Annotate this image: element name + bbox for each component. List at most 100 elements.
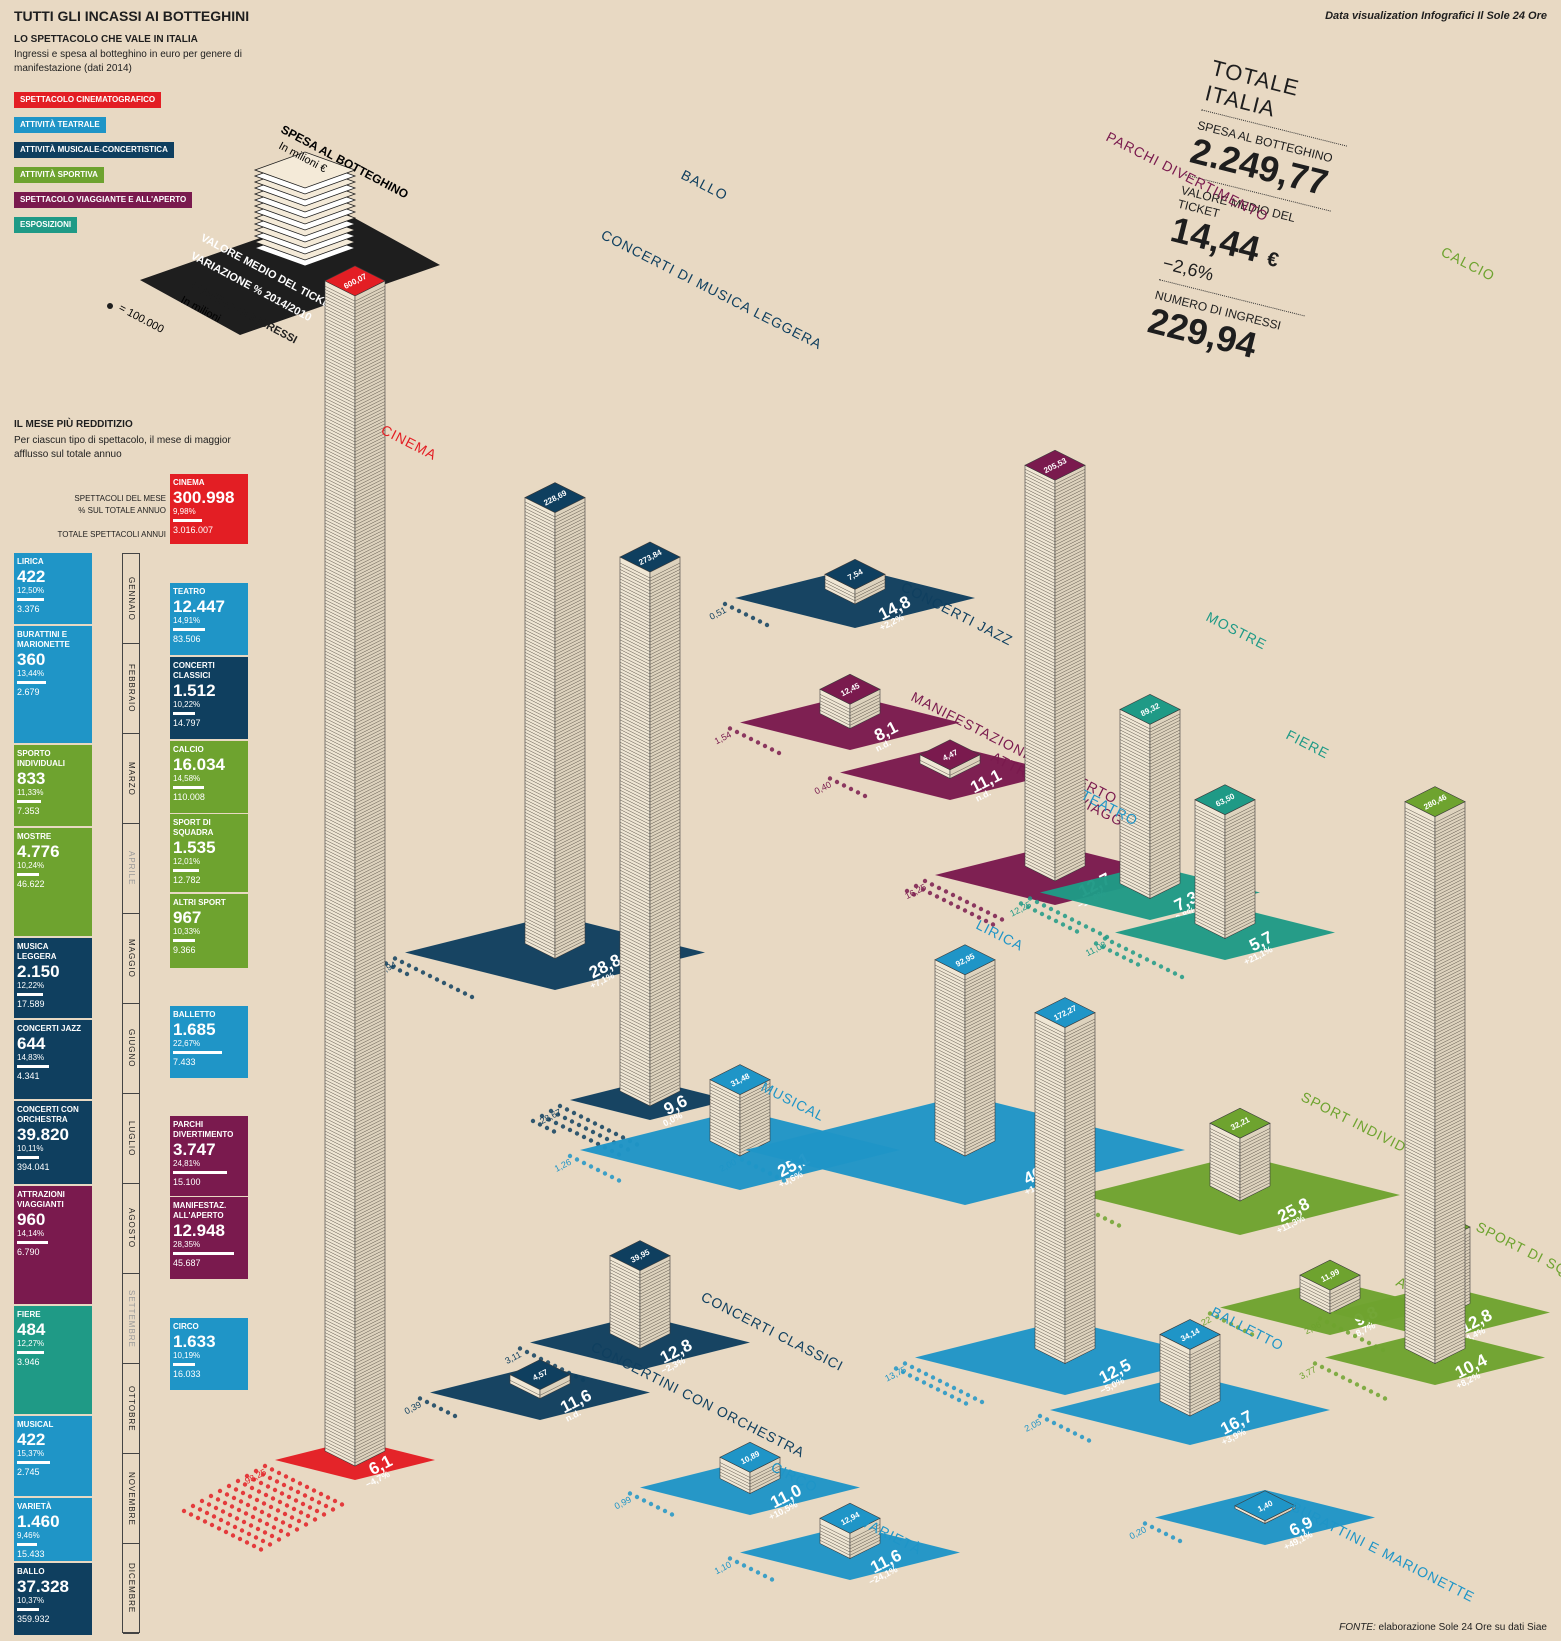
bar-sheet-line [324,855,386,872]
bar-sheet-line [609,1323,671,1340]
ingresso-dot [272,1487,278,1493]
bar-sheet-line [1404,932,1466,948]
bar-sheet-line [619,1071,681,1088]
bar-sheet-line [324,545,386,561]
bar-sheet-line [524,719,586,735]
ingresso-dot [841,783,847,788]
bar-sheet-line [524,613,586,630]
bar-sheet-line [1404,951,1466,967]
ingresso-dot [452,1413,458,1419]
month-cell-marzo: MARZO [123,734,139,824]
bar-sheet-line [324,900,386,916]
bar-sheet-line [934,1111,996,1128]
bar-sheet-line [324,452,386,468]
bar-sheet-line [324,1181,386,1198]
bar-sheet-line [619,565,681,582]
bar-sheet-line [619,649,681,665]
bar-sheet-line [324,919,386,936]
bar-sheet-line [524,824,586,841]
bar-sheet-line [609,1294,671,1311]
bar-sheet-line [619,745,681,761]
bar-sheet-line [524,722,586,738]
ingresso-dot [1083,924,1089,929]
bar-sheet-line [1024,468,1086,485]
bar-sheet-line [324,1156,386,1172]
bar-sheet-line [324,708,386,724]
bar-sheet-line [324,612,386,628]
bar-sheet-line [1034,1338,1096,1355]
bar-sheet-line [619,809,681,825]
bar-sheet-line [619,725,681,742]
bar-sheet-line [324,596,386,612]
bar-sheet-line [1404,1124,1466,1140]
bar-sheet-line [619,953,681,969]
bar-sheet-line [1034,1114,1096,1131]
bar-sheet-line [934,1079,996,1096]
bar-sheet-line [324,705,386,721]
bar-sheet-line [1024,571,1086,587]
ingresso-dot [241,1519,247,1525]
bar-sheet-line [709,1134,771,1150]
ingresso-dot [641,1498,647,1503]
bar-sheet-line [1119,739,1181,755]
bar-sheet-line [324,887,386,904]
bar-sheet-line [324,1079,386,1096]
bar-sheet-line [324,759,386,776]
bar-sheet-line [324,852,386,868]
bar-sheet-line [819,1540,881,1556]
bar-sheet-line [1034,1229,1096,1246]
ingresso-dot [259,1509,265,1515]
month-box-pct: 14,14% [17,1229,45,1238]
bar-sheet-line [524,863,586,879]
bar-sheet-line [1209,1169,1271,1186]
bar-sheet-line [1404,1332,1466,1348]
bar-sheet-line [1034,1290,1096,1307]
bar-sheet-line [324,349,386,366]
ingresso-dot [949,1394,955,1399]
bar-sheet-line [619,1029,681,1046]
bar-sheet-line [1024,516,1086,533]
ingresso-dot [551,1129,557,1134]
bar-sheet-line [619,642,681,659]
bar-sheet-line [1024,542,1086,559]
bar-sheet-line [324,340,386,356]
bar-sheet-line [1024,635,1086,651]
bar-sheet-line [934,1102,996,1118]
ingresso-dot [722,601,728,607]
bar-sheet-line [324,529,386,545]
bar-sheet-line [609,1272,671,1288]
ingresso-dot [588,1164,594,1169]
bar-sheet-line [1034,1284,1096,1300]
ingresso-dot [909,1364,915,1370]
month-box-name: CINEMA [173,478,205,487]
month-box-total: 45.687 [173,1258,201,1268]
bar-sheet-line [1159,1359,1221,1375]
bar-sheet-line [1034,1204,1096,1220]
ingresso-dot [606,1128,612,1133]
bar-sheet-line [1404,890,1466,907]
month-cell-maggio: MAGGIO [123,914,139,1004]
month-box-value: 644 [17,1034,46,1053]
bar-sheet-line [524,508,586,524]
ingresso-dot [215,1497,221,1502]
month-box-total: 6.790 [17,1247,40,1257]
bar-sheet-line [324,756,386,772]
ingresso-dot [900,1369,906,1375]
bar-sheet-line [524,933,586,950]
source-text: elaborazione Sole 24 Ore su dati Siae [1378,1622,1547,1633]
month-box-value: 12.948 [173,1221,225,1240]
bar-sheet-line [1024,494,1086,511]
ingresso-dot [265,1484,271,1489]
bar-sheet-line [324,829,386,846]
ingresso-dot [300,1501,306,1507]
bar-sheet-line [324,618,386,635]
bar-sheet-line [824,585,886,602]
month-box-bar [17,681,47,684]
ingresso-dot [781,1178,787,1183]
bar-sheet-line [524,527,586,543]
bar-sheet-line [619,962,681,979]
bar-sheet-line [524,581,586,598]
bar-sheet-line [524,584,586,601]
bar-sheet-line [524,780,586,796]
ingresso-dot [595,1167,601,1173]
